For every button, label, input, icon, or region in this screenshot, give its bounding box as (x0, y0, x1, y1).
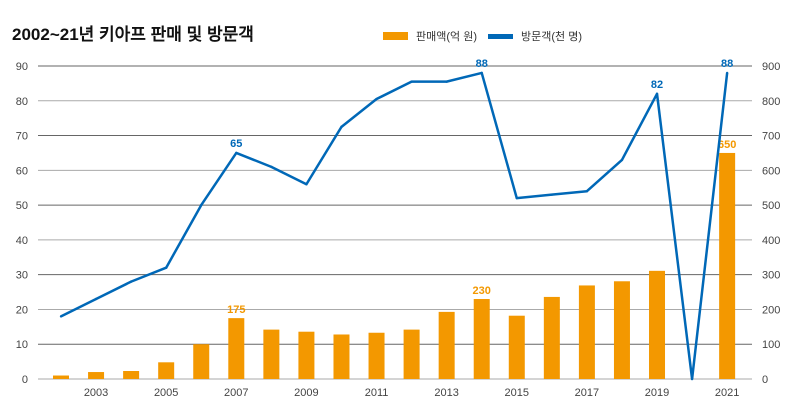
bar-2016 (543, 296, 560, 379)
line-point-2009 (305, 183, 308, 186)
line-point-2014 (480, 71, 483, 75)
bar-2005 (158, 362, 175, 379)
bar-data-label: 230 (473, 285, 491, 297)
line-point-2005 (164, 266, 168, 269)
bar-2004 (123, 371, 140, 379)
line-point-2021 (725, 71, 729, 75)
bar-2010 (333, 334, 350, 379)
right-tick-label: 0 (762, 374, 768, 386)
line-point-2002 (59, 315, 63, 318)
x-tick-label: 2015 (505, 387, 529, 399)
line-data-label: 88 (721, 58, 733, 70)
line-point-2006 (200, 203, 203, 207)
right-tick-label: 700 (762, 131, 780, 143)
legend-swatch-visitors (488, 33, 513, 39)
right-tick-label: 300 (762, 270, 780, 282)
bar-2006 (193, 344, 210, 379)
bar-2012 (403, 329, 420, 379)
x-tick-label: 2017 (575, 387, 599, 399)
right-tick-label: 500 (762, 200, 780, 212)
legend-label-sales: 판매액(억 원) (416, 31, 477, 43)
line-data-label: 65 (230, 138, 242, 150)
right-tick-label: 600 (762, 165, 780, 177)
bar-2008 (263, 329, 280, 379)
bar-2002 (53, 375, 69, 379)
bar-2007 (228, 318, 245, 379)
left-tick-label: 90 (16, 61, 28, 73)
right-tick-label: 400 (762, 235, 780, 247)
right-tick-label: 900 (762, 61, 780, 73)
bar-data-label: 650 (718, 139, 736, 151)
bar-2014 (473, 299, 490, 379)
line-point-2016 (550, 193, 554, 196)
left-tick-label: 30 (16, 270, 28, 282)
line-point-2007 (235, 151, 238, 155)
line-point-2011 (375, 97, 378, 101)
x-tick-label: 2021 (715, 387, 739, 399)
line-point-2012 (410, 80, 413, 83)
line-point-2008 (270, 165, 273, 169)
bar-2019 (649, 270, 666, 379)
x-tick-label: 2013 (434, 387, 458, 399)
line-data-label: 82 (651, 79, 663, 91)
bar-2021 (719, 152, 736, 379)
x-tick-label: 2009 (294, 387, 318, 399)
line-point-2018 (620, 158, 624, 162)
x-tick-label: 2005 (154, 387, 178, 399)
line-data-label: 88 (476, 58, 488, 70)
line-point-2020 (690, 377, 694, 381)
x-tick-label: 2011 (365, 387, 389, 399)
legend-item-sales: 판매액(억 원) (383, 28, 477, 44)
bar-2009 (298, 331, 315, 379)
right-tick-label: 200 (762, 304, 780, 316)
x-tick-label: 2003 (84, 387, 108, 399)
line-point-2004 (129, 280, 133, 283)
x-tick-label: 2019 (645, 387, 669, 399)
legend-swatch-sales (383, 32, 408, 40)
bar-2011 (368, 332, 385, 379)
right-tick-label: 100 (762, 339, 780, 351)
line-point-2010 (340, 125, 343, 129)
left-tick-label: 80 (16, 96, 28, 108)
right-tick-label: 800 (762, 96, 780, 108)
left-tick-label: 0 (22, 374, 28, 386)
bar-2017 (578, 285, 595, 379)
left-tick-label: 70 (16, 131, 28, 143)
line-point-2003 (94, 297, 98, 301)
chart-title: 2002~21년 키아프 판매 및 방문객 (12, 25, 254, 44)
left-tick-label: 40 (16, 235, 28, 247)
bar-2003 (88, 372, 105, 379)
left-tick-label: 20 (16, 304, 28, 316)
bar-2013 (438, 311, 455, 379)
legend-label-visitors: 방문객(천 명) (521, 31, 582, 43)
legend-item-visitors: 방문객(천 명) (488, 28, 582, 44)
line-point-2013 (445, 80, 448, 83)
bar-2018 (613, 281, 630, 379)
left-tick-label: 10 (16, 339, 28, 351)
visitors-line (60, 71, 729, 381)
left-tick-label: 50 (16, 200, 28, 212)
bar-data-label: 175 (227, 304, 245, 316)
line-point-2015 (515, 196, 518, 200)
x-tick-label: 2007 (224, 387, 248, 399)
line-point-2019 (655, 92, 659, 96)
left-tick-label: 60 (16, 165, 28, 177)
bar-2015 (508, 315, 525, 379)
line-point-2017 (585, 190, 589, 193)
